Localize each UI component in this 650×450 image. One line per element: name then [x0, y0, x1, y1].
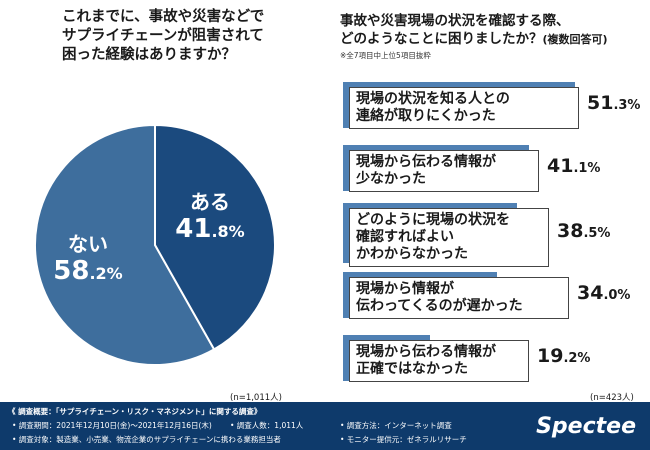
pie-label-no-value: 58 [53, 256, 90, 286]
left-sample-size: (n=1,011人) [230, 393, 282, 403]
bar-value: 38.5% [557, 220, 611, 242]
pie-label-no: ない 58.2% [38, 232, 138, 289]
bar-label-line: かわからなかった [356, 246, 468, 262]
right-note: ※全7項目中上位5項目抜粋 [340, 51, 431, 60]
bar-value: 34.0% [577, 282, 631, 304]
footer-title: 《 調査概要：「サプライチェーン・リスク・マネジメント」に関する調査》 [8, 407, 262, 416]
pie-label-no-decimal: .2% [89, 264, 123, 283]
bar-label-box: 現場から情報が 伝わってくるのが遅かった [349, 277, 569, 319]
pie-chart [34, 123, 276, 366]
footer-target: • 調査対象：製造業、小売業、物流企業のサプライチェーンに携わる業務担当者 [12, 435, 281, 444]
pie-slice-no [34, 123, 216, 366]
survey-footer: 《 調査概要：「サプライチェーン・リスク・マネジメント」に関する調査》 • 調査… [0, 402, 650, 450]
bar-label-line: 現場の状況を知る人との [356, 91, 510, 107]
bar-label-box: どのように現場の状況を 確認すればよい かわからなかった [349, 208, 549, 267]
pie-label-yes-text: ある [190, 190, 230, 214]
bar-value: 41.1% [547, 155, 601, 177]
bar-label-line: 現場から伝わる情報が [356, 344, 496, 360]
pie-label-yes: ある 41.8% [160, 190, 260, 247]
bar-value: 19.2% [537, 345, 591, 367]
bar-label-line: どのように現場の状況を [356, 212, 510, 228]
bar-chart: 現場の状況を知る人との 連絡が取りにくかった 51.3% 現場から伝わる情報が … [343, 82, 641, 382]
spectee-logo: Spectee [536, 414, 636, 439]
bar-label-line: 確認すればよい [356, 229, 454, 245]
bar-value: 51.3% [587, 92, 641, 114]
left-question-line: 困った経験はありますか？ [62, 47, 236, 63]
left-question-line: これまでに、事故や災害などで [62, 9, 265, 25]
footer-period: • 調査期間：2021年12月10日(金)〜2021年12月16日(木) [12, 421, 212, 430]
bar-label-line: 現場から伝わる情報が [356, 154, 496, 170]
footer-method: • 調査方法：インターネット調査 [340, 421, 452, 430]
bar-label-box: 現場から伝わる情報が 正確ではなかった [349, 340, 529, 382]
bar-label-line: 連絡が取りにくかった [356, 108, 496, 124]
pie-label-yes-decimal: .8% [211, 222, 245, 241]
bar-label-box: 現場の状況を知る人との 連絡が取りにくかった [349, 87, 579, 129]
left-question-line: サプライチェーンが阻害されて [62, 28, 264, 44]
bar-label-box: 現場から伝わる情報が 少なかった [349, 150, 539, 192]
bar-label-line: 現場から情報が [356, 281, 454, 297]
right-sample-size: (n=423人) [590, 393, 634, 403]
right-question-line1: 事故や災害現場の状況を確認する際、 [340, 13, 570, 29]
pie-label-no-text: ない [68, 232, 108, 256]
footer-count: • 調査人数：1,011人 [230, 421, 304, 430]
bar-label-line: 正確ではなかった [356, 361, 468, 377]
right-question-line2: どのようなことに困りましたか？ [340, 31, 543, 47]
right-question-suffix: (複数回答可) [542, 33, 608, 46]
footer-provider: • モニター提供元：ゼネラルリサーチ [340, 435, 467, 444]
bar-label-line: 少なかった [356, 171, 426, 187]
pie-slice-yes [154, 123, 276, 351]
right-question: 事故や災害現場の状況を確認する際、 どのようなことに困りましたか？(複数回答可) [340, 12, 640, 49]
left-question: これまでに、事故や災害などで サプライチェーンが阻害されて 困った経験はあります… [62, 8, 292, 65]
pie-label-yes-value: 41 [175, 214, 212, 244]
bar-label-line: 伝わってくるのが遅かった [356, 298, 523, 314]
